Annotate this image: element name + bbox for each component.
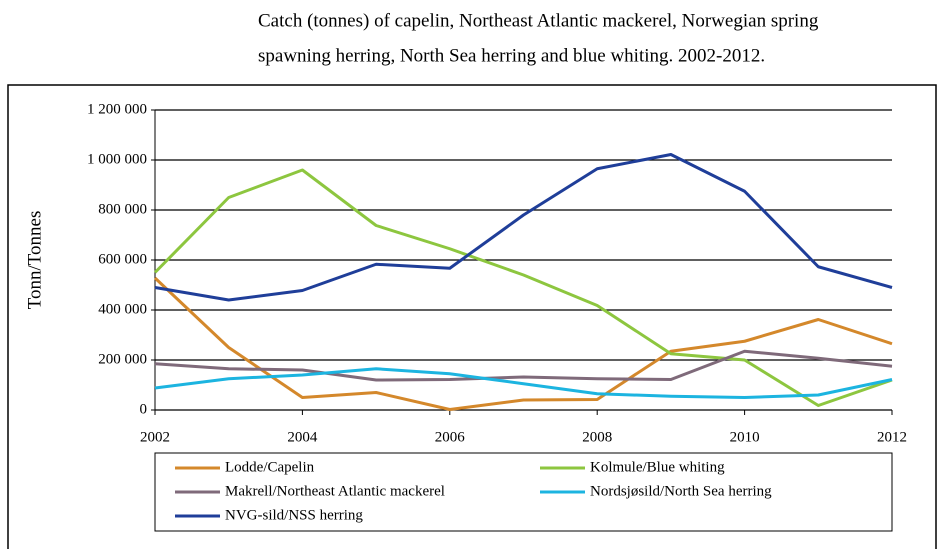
legend-label: Nordsjøsild/North Sea herring (590, 483, 772, 499)
y-tick-label: 1 200 000 (87, 101, 147, 117)
chart-frame (7, 84, 937, 549)
y-tick-label: 200 000 (98, 351, 147, 367)
series-line (154, 349, 893, 382)
x-tick-label: 2006 (435, 429, 466, 445)
y-tick-label: 600 000 (98, 251, 147, 267)
legend-label: NVG-sild/NSS herring (225, 507, 363, 523)
y-tick-label: 0 (140, 401, 148, 417)
series-line (154, 367, 893, 399)
series-line (153, 168, 893, 407)
legend-label: Lodde/Capelin (225, 459, 315, 475)
series-line (153, 276, 893, 411)
legend-label: Kolmule/Blue whiting (590, 459, 725, 475)
x-tick-label: 2008 (582, 429, 612, 445)
x-tick-label: 2004 (287, 429, 318, 445)
caption-line: spawning herring, North Sea herring and … (258, 45, 765, 66)
y-axis-label: Tonn/Tonnes (24, 211, 45, 310)
x-tick-label: 2010 (730, 429, 760, 445)
caption-line: Catch (tonnes) of capelin, Northeast Atl… (258, 10, 819, 31)
x-tick-label: 2012 (877, 429, 907, 445)
y-tick-label: 800 000 (98, 201, 147, 217)
x-tick-label: 2002 (140, 429, 170, 445)
legend-label: Makrell/Northeast Atlantic mackerel (225, 483, 445, 499)
y-tick-label: 1 000 000 (87, 151, 147, 167)
series-line (154, 153, 893, 302)
y-tick-label: 400 000 (98, 301, 147, 317)
legend-box (154, 452, 893, 532)
